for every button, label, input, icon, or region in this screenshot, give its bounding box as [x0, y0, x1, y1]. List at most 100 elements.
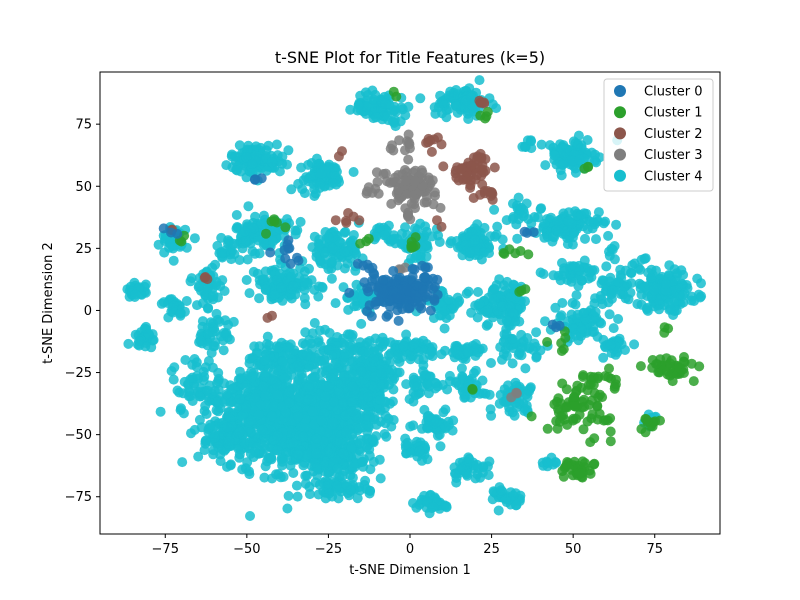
data-point [474, 75, 485, 86]
chart-title: t-SNE Plot for Title Features (k=5) [275, 48, 545, 67]
data-point [469, 368, 479, 378]
data-point [417, 455, 427, 466]
data-point [235, 373, 246, 384]
data-point [356, 366, 367, 377]
data-point [476, 254, 487, 265]
data-point [352, 105, 363, 116]
data-point [466, 160, 477, 171]
data-point [239, 438, 250, 449]
data-point [428, 283, 438, 294]
data-point [265, 247, 276, 258]
data-point [600, 415, 611, 426]
data-point [531, 327, 542, 338]
data-point [268, 236, 278, 247]
data-point [554, 320, 565, 331]
data-point [608, 323, 619, 334]
x-tick-label: 50 [565, 542, 582, 557]
data-point [552, 216, 563, 226]
data-point [211, 405, 222, 416]
data-point [310, 352, 321, 363]
data-point [237, 243, 248, 254]
data-point [234, 452, 245, 463]
legend-marker [614, 127, 626, 140]
data-point [302, 449, 313, 460]
data-point [664, 260, 675, 271]
data-point [548, 270, 559, 281]
data-point [678, 368, 689, 378]
data-point [572, 139, 583, 149]
data-point [347, 397, 358, 408]
data-point [234, 426, 245, 437]
data-point [134, 336, 145, 346]
data-point [222, 422, 232, 433]
y-axis-label: t-SNE Dimension 2 [41, 242, 56, 364]
data-point [260, 391, 271, 402]
data-point [512, 200, 522, 211]
legend-label: Cluster 0 [644, 85, 703, 100]
data-point [330, 358, 341, 369]
data-point [293, 411, 304, 422]
data-point [259, 472, 270, 483]
data-point [339, 263, 350, 274]
legend-marker [614, 148, 626, 161]
data-point [253, 410, 264, 420]
data-point [217, 248, 227, 259]
data-point [485, 231, 496, 242]
data-point [626, 278, 637, 289]
x-tick-label: −25 [315, 542, 342, 557]
data-point [405, 421, 416, 432]
data-point [576, 210, 586, 220]
data-point [486, 187, 497, 197]
data-point [497, 354, 507, 365]
data-point [185, 276, 196, 287]
legend-label: Cluster 1 [644, 106, 703, 121]
data-point [434, 237, 445, 247]
data-point [269, 401, 279, 412]
data-point [688, 376, 699, 387]
data-point [431, 416, 442, 427]
data-point [292, 491, 303, 502]
data-point [294, 374, 304, 385]
data-point [557, 159, 568, 170]
data-point [337, 470, 348, 481]
data-point [539, 218, 550, 229]
data-point [620, 345, 630, 355]
data-point [283, 490, 294, 501]
data-point [439, 323, 450, 334]
data-point [540, 160, 551, 171]
data-point [279, 372, 290, 383]
data-point [324, 328, 335, 338]
data-point [222, 461, 232, 472]
data-point [380, 410, 391, 421]
data-point [604, 246, 614, 257]
legend-label: Cluster 4 [644, 169, 703, 184]
data-point [486, 410, 497, 421]
data-point [635, 361, 646, 372]
data-point [525, 135, 536, 146]
data-point [489, 162, 500, 173]
data-point [535, 204, 546, 214]
data-point [389, 233, 400, 244]
data-point [307, 406, 318, 417]
data-point [400, 175, 411, 186]
data-point [300, 470, 311, 481]
data-point [194, 391, 205, 402]
data-point [429, 102, 440, 113]
data-point [486, 358, 496, 368]
data-point [403, 303, 414, 314]
data-point [300, 327, 311, 338]
data-point [246, 222, 257, 233]
data-point [338, 448, 349, 459]
data-point [641, 414, 652, 425]
data-point [303, 382, 314, 392]
data-point [195, 335, 206, 346]
data-point [202, 385, 213, 396]
data-point [387, 365, 398, 375]
data-point [469, 234, 480, 245]
data-point [349, 461, 360, 472]
data-point [403, 137, 414, 148]
data-point [508, 490, 519, 501]
data-point [421, 251, 432, 262]
data-point [352, 258, 363, 269]
data-point [332, 463, 343, 474]
